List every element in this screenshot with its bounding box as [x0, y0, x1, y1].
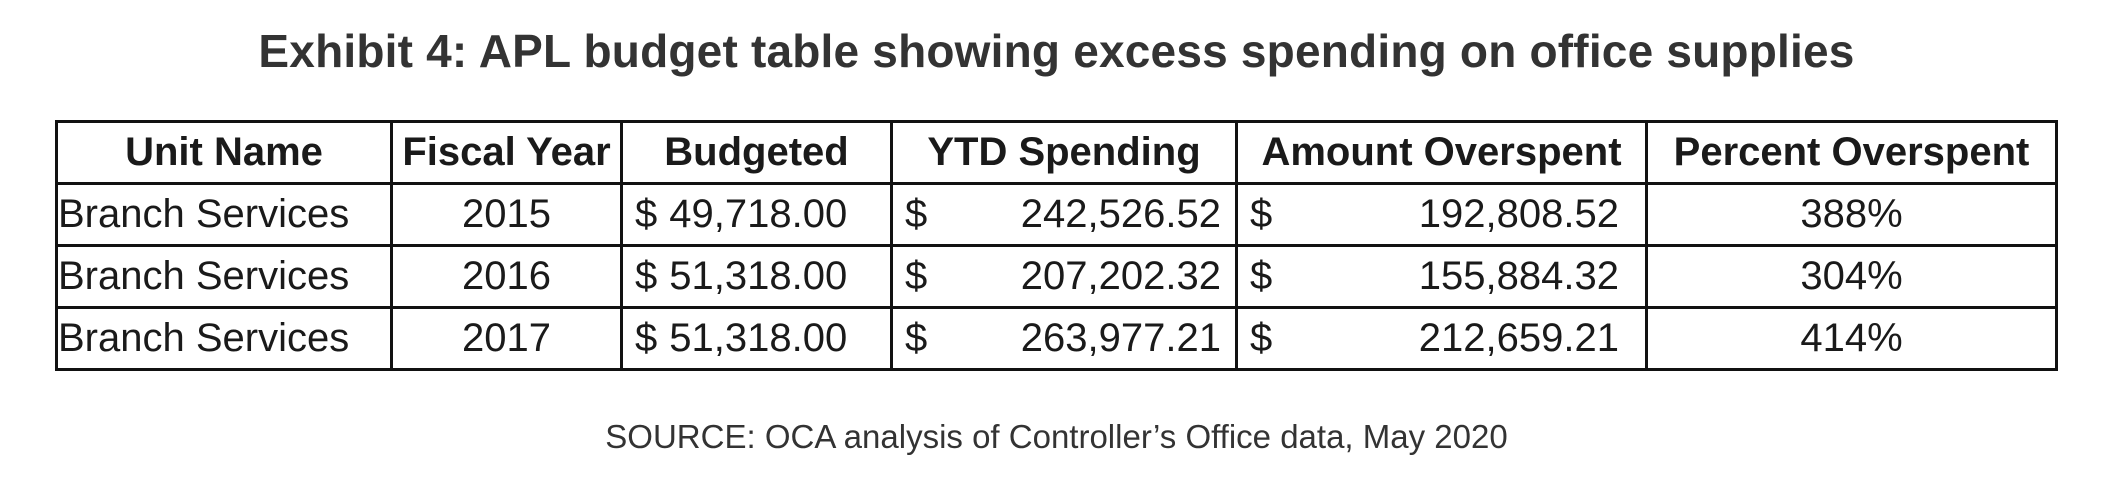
currency-symbol: $	[905, 254, 928, 298]
source-note: SOURCE: OCA analysis of Controller’s Off…	[605, 418, 1508, 455]
ytd-spending-cell: $ 207,202.32	[890, 244, 1238, 309]
column-header-budgeted: Budgeted	[620, 120, 893, 185]
fiscal-year-cell: 2016	[390, 244, 623, 309]
amount-overspent-cell: $ 155,884.32	[1235, 244, 1648, 309]
exhibit-title: Exhibit 4: APL budget table showing exce…	[258, 25, 1855, 77]
amount-overspent-cell: $ 192,808.52	[1235, 182, 1648, 247]
percent-overspent-cell: 304%	[1645, 244, 2058, 309]
budgeted-amount: 51,318.00	[669, 254, 848, 298]
ytd-spending-amount: 242,526.52	[1020, 192, 1221, 236]
budgeted-cell: $ 51,318.00	[620, 306, 893, 371]
currency-symbol: $	[635, 192, 658, 236]
budgeted-amount: 49,718.00	[669, 192, 848, 236]
column-header-unit-name: Unit Name	[55, 120, 393, 185]
amount-overspent-cell: $ 212,659.21	[1235, 306, 1648, 371]
budgeted-amount: 51,318.00	[669, 316, 848, 360]
currency-symbol: $	[635, 254, 658, 298]
fiscal-year-cell: 2017	[390, 306, 623, 371]
currency-symbol: $	[1250, 254, 1273, 298]
percent-overspent-cell: 414%	[1645, 306, 2058, 371]
column-header-ytd-spending: YTD Spending	[890, 120, 1238, 185]
column-header-fiscal-year: Fiscal Year	[390, 120, 623, 185]
table-row: Branch Services 2015 $ 49,718.00 $ 242,5…	[55, 182, 2058, 247]
fiscal-year-cell: 2015	[390, 182, 623, 247]
table-header-row: Unit Name Fiscal Year Budgeted YTD Spend…	[55, 120, 2058, 185]
currency-symbol: $	[905, 316, 928, 360]
ytd-spending-cell: $ 263,977.21	[890, 306, 1238, 371]
unit-name-cell: Branch Services	[55, 182, 393, 247]
ytd-spending-cell: $ 242,526.52	[890, 182, 1238, 247]
currency-symbol: $	[1250, 316, 1273, 360]
unit-name-cell: Branch Services	[55, 244, 393, 309]
table-row: Branch Services 2016 $ 51,318.00 $ 207,2…	[55, 244, 2058, 309]
budgeted-cell: $ 51,318.00	[620, 244, 893, 309]
table-row: Branch Services 2017 $ 51,318.00 $ 263,9…	[55, 306, 2058, 371]
currency-symbol: $	[905, 192, 928, 236]
column-header-amount-overspent: Amount Overspent	[1235, 120, 1648, 185]
percent-overspent-cell: 388%	[1645, 182, 2058, 247]
column-header-percent-overspent: Percent Overspent	[1645, 120, 2058, 185]
ytd-spending-amount: 263,977.21	[1020, 316, 1221, 360]
budgeted-cell: $ 49,718.00	[620, 182, 893, 247]
amount-overspent-value: 192,808.52	[1418, 192, 1619, 236]
budget-table: Unit Name Fiscal Year Budgeted YTD Spend…	[55, 120, 2058, 371]
currency-symbol: $	[635, 316, 658, 360]
amount-overspent-value: 212,659.21	[1418, 316, 1619, 360]
amount-overspent-value: 155,884.32	[1418, 254, 1619, 298]
currency-symbol: $	[1250, 192, 1273, 236]
ytd-spending-amount: 207,202.32	[1020, 254, 1221, 298]
unit-name-cell: Branch Services	[55, 306, 393, 371]
